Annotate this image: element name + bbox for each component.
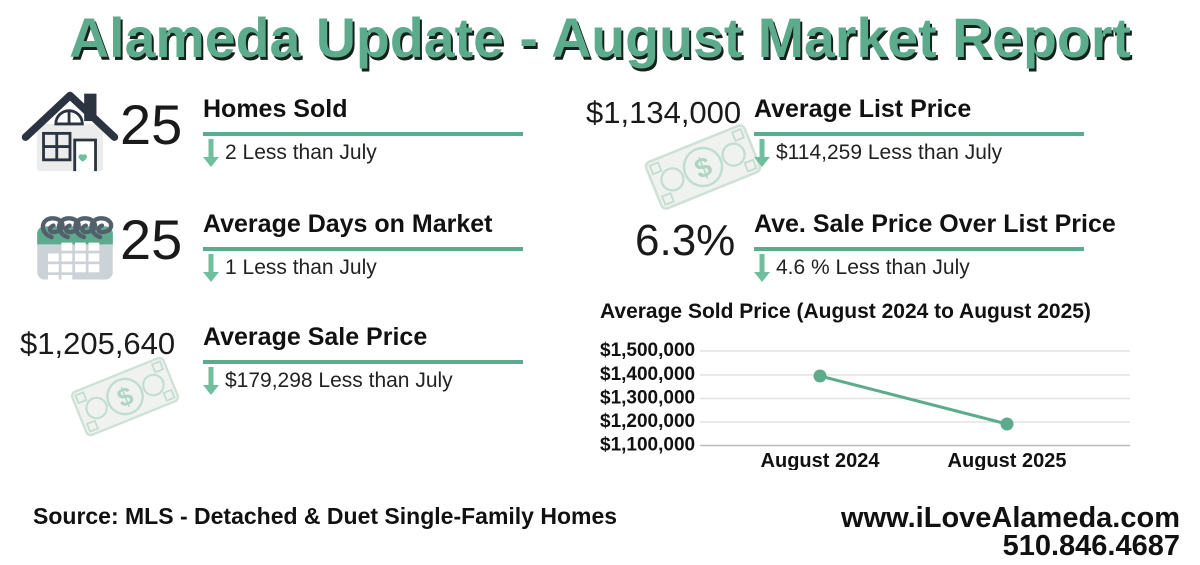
svg-text:August 2024: August 2024	[761, 450, 881, 470]
svg-text:$1,200,000: $1,200,000	[600, 411, 695, 432]
svg-text:$1,500,000: $1,500,000	[600, 340, 695, 361]
svg-text:$1,300,000: $1,300,000	[600, 388, 695, 409]
svg-text:$1,100,000: $1,100,000	[600, 435, 695, 456]
svg-text:$1,400,000: $1,400,000	[600, 364, 695, 385]
svg-text:August 2025: August 2025	[948, 450, 1067, 470]
